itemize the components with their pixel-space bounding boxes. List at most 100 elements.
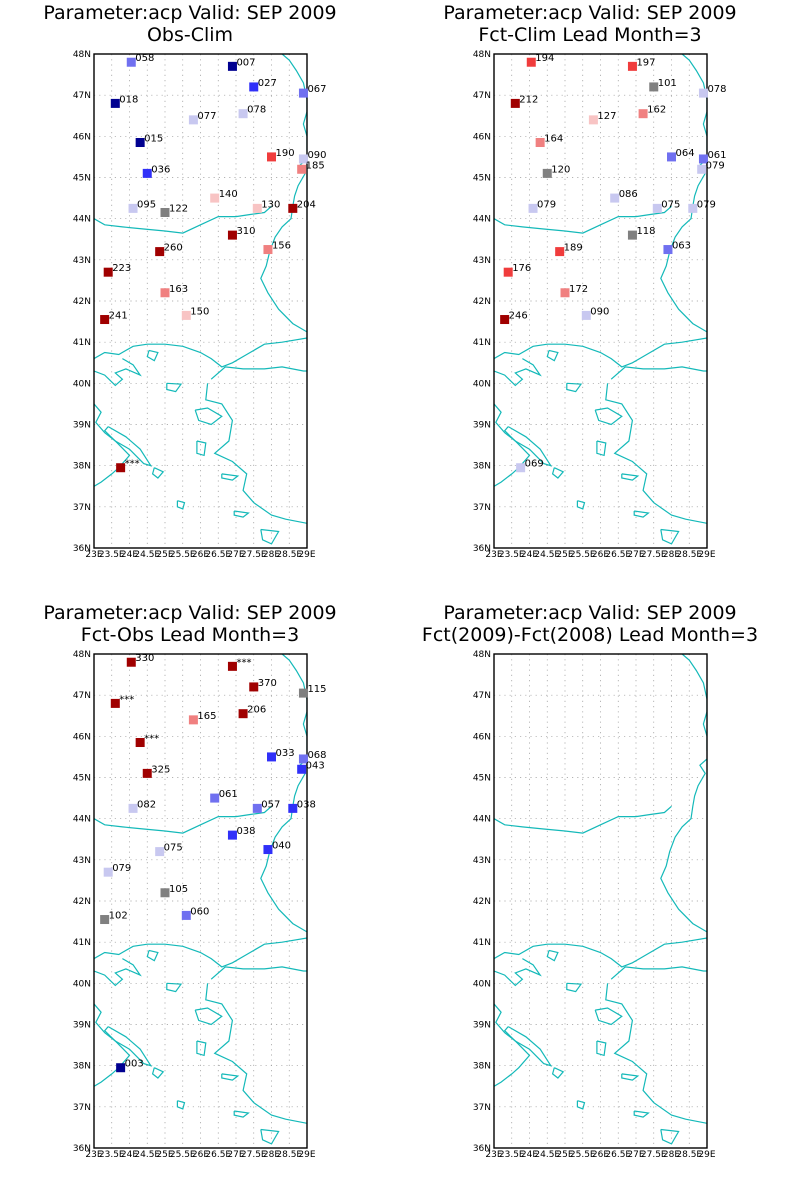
map-grid <box>494 654 707 1148</box>
lat-tick-label: 43N <box>73 256 91 266</box>
station-marker <box>249 682 259 692</box>
lon-tick-label: 26.5E <box>205 550 231 560</box>
station-value-label: 101 <box>658 78 677 89</box>
coastline-segment <box>621 1073 640 1081</box>
station-value-label: 033 <box>276 748 295 759</box>
station-marker <box>128 803 138 813</box>
station-value-label: 082 <box>137 799 156 810</box>
station-value-label: 162 <box>647 105 666 116</box>
station-value-label: 086 <box>619 189 638 200</box>
lon-tick-label: 28.5E <box>276 1150 302 1160</box>
map-frame <box>493 653 708 1149</box>
station-value-label: 105 <box>169 884 188 895</box>
panel-title: Parameter:acp Valid: SEP 2009 <box>43 2 337 24</box>
station-marker <box>238 709 248 719</box>
coastline-segment <box>194 1007 223 1026</box>
station-value-label: 156 <box>272 241 291 252</box>
lat-tick-label: 44N <box>473 815 491 825</box>
station-marker <box>263 245 273 255</box>
station-marker <box>181 310 191 320</box>
station-marker <box>560 288 570 298</box>
station-value-label: 325 <box>151 764 170 775</box>
coastline-segment <box>660 528 680 545</box>
station-value-label: 003 <box>125 1059 144 1070</box>
lon-tick-label: 23E <box>485 1150 502 1160</box>
station-marker <box>135 138 145 148</box>
map-panel-fct-obs: Parameter:acp Valid: SEP 2009 Fct-Obs Le… <box>0 600 380 1161</box>
lat-tick-label: 47N <box>473 691 491 701</box>
lat-tick-label: 38N <box>473 462 491 472</box>
coastline <box>94 654 307 1145</box>
station-marker <box>188 715 198 725</box>
lat-tick-label: 44N <box>473 215 491 225</box>
station-value-label: 197 <box>636 57 655 68</box>
lon-tick-label: 29E <box>298 550 315 560</box>
lat-tick-label: 43N <box>473 856 491 866</box>
station-value-label: 036 <box>151 164 170 175</box>
station-value-label: 061 <box>219 789 238 800</box>
coastline-segment <box>610 966 707 980</box>
station-marker <box>663 245 673 255</box>
lon-tick-label: 26.5E <box>605 550 631 560</box>
lon-tick-label: 25.5E <box>570 1150 596 1160</box>
station-marker <box>638 109 648 119</box>
coastline-segment <box>633 1110 650 1118</box>
lat-tick-label: 48N <box>473 50 491 60</box>
panel-title: Parameter:acp Valid: SEP 2009 <box>443 2 737 24</box>
station-marker <box>160 207 170 217</box>
lon-tick-label: 23.5E <box>499 1150 525 1160</box>
panel-title: Parameter:acp Valid: SEP 2009 <box>443 602 737 624</box>
station-value-label: 007 <box>236 57 255 68</box>
station-marker <box>227 61 237 71</box>
lat-tick-label: 39N <box>73 421 91 431</box>
station-marker <box>128 203 138 213</box>
coastline-segment <box>210 966 307 980</box>
coastline-segment <box>146 349 159 362</box>
coastline-segment <box>233 510 250 518</box>
lon-tick-label: 28.5E <box>676 550 702 560</box>
lon-tick-label: 26E <box>192 550 209 560</box>
coastline-segment <box>94 358 142 387</box>
station-marker <box>252 803 262 813</box>
coastline-segment <box>194 407 223 426</box>
lat-tick-label: 46N <box>73 132 91 142</box>
coastline-segment <box>221 1073 240 1081</box>
station-value-label: 223 <box>112 263 131 274</box>
lon-tick-label: 27.5E <box>641 1150 667 1160</box>
station-marker <box>116 463 126 473</box>
coastline-segment <box>233 1110 250 1118</box>
station-value-label: 330 <box>135 653 154 664</box>
lat-tick-label: 47N <box>73 691 91 701</box>
station-map: 36N 37N 38N 39N 40N 41N 42N 43N 44N 45N 46N 47N 48N 2… <box>473 50 727 560</box>
lat-tick-label: 36N <box>73 544 91 554</box>
lon-tick-label: 24E <box>521 1150 538 1160</box>
coastline-segment <box>660 1128 680 1145</box>
lon-tick-label: 24.5E <box>134 550 160 560</box>
station-marker <box>103 267 113 277</box>
coastline-segment <box>605 983 707 1124</box>
lat-tick-label: 42N <box>473 297 491 307</box>
station-marker <box>100 315 110 325</box>
coastline-segment <box>260 528 280 545</box>
lat-tick-label: 42N <box>73 897 91 907</box>
coastline-segment <box>610 366 707 380</box>
station-marker <box>688 203 698 213</box>
station-marker <box>100 915 110 925</box>
lat-tick-label: 39N <box>473 1021 491 1031</box>
coastline-segment <box>260 758 307 933</box>
coastline-segment <box>166 982 183 993</box>
station-value-label: 115 <box>307 684 326 695</box>
station-marker <box>627 61 637 71</box>
lon-tick-label: 23.5E <box>499 550 525 560</box>
station-value-label: 069 <box>525 459 544 470</box>
station-value-label: 176 <box>512 263 531 274</box>
lat-tick-label: 41N <box>473 938 491 948</box>
station-value-label: 068 <box>307 750 326 761</box>
station-marker <box>298 154 308 164</box>
lat-tick-label: 38N <box>73 1062 91 1072</box>
coastline-segment <box>503 1026 553 1067</box>
coastline-segment <box>551 467 565 479</box>
map-grid <box>494 54 707 548</box>
station-value-label: 241 <box>109 311 128 322</box>
